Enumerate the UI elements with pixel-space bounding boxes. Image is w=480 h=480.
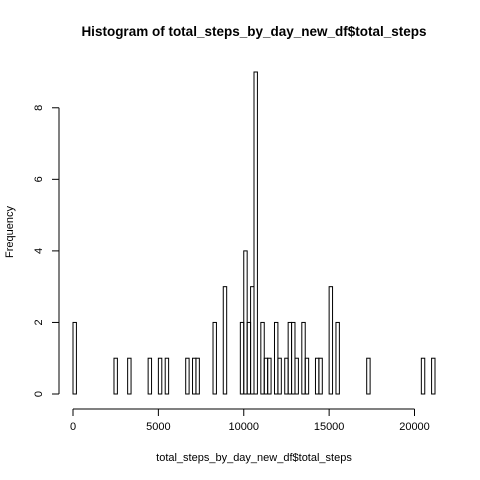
histogram-bar <box>192 357 197 395</box>
y-tick-label: 8 <box>33 105 45 111</box>
x-tick-label: 20000 <box>399 421 430 433</box>
histogram-bar <box>222 286 228 395</box>
histogram-bar <box>304 357 310 395</box>
x-tick-label: 10000 <box>228 421 259 433</box>
histogram-bar <box>185 357 190 395</box>
histogram-bar <box>366 357 371 395</box>
histogram-bar <box>127 357 132 395</box>
histogram-bar <box>246 321 252 395</box>
histogram-bar <box>239 321 245 395</box>
histogram-bar <box>431 357 436 395</box>
histogram-bar <box>301 321 306 395</box>
chart-title: Histogram of total_steps_by_day_new_df$t… <box>81 24 426 39</box>
histogram-bar <box>420 357 426 395</box>
histogram-bar <box>314 357 320 395</box>
histogram-bar <box>287 321 293 395</box>
y-tick-label: 2 <box>33 319 45 325</box>
histogram-bar <box>260 321 265 395</box>
histogram-bar <box>72 321 77 395</box>
histogram-bar <box>212 321 217 395</box>
histogram-bar <box>250 286 255 395</box>
histogram-bar <box>335 321 340 395</box>
y-tick-label: 6 <box>33 176 45 182</box>
histogram-bar <box>328 286 334 395</box>
x-tick-label: 0 <box>70 421 76 433</box>
y-tick-label: 0 <box>33 391 45 397</box>
histogram-bar <box>267 357 272 395</box>
histogram-bar <box>273 321 279 395</box>
histogram-bar <box>164 357 170 395</box>
bars-group <box>72 71 436 395</box>
histogram-bar <box>113 357 118 395</box>
histogram-bar <box>284 357 289 395</box>
histogram-bar <box>147 357 153 395</box>
x-axis-label: total_steps_by_day_new_df$total_steps <box>156 452 352 464</box>
histogram-bar <box>277 357 282 395</box>
x-axis: 0 5000 10000 15000 20000 <box>70 408 430 433</box>
histogram-bar <box>253 71 258 395</box>
histogram-bar <box>243 250 248 395</box>
y-axis-label: Frequency <box>4 206 16 258</box>
y-tick-label: 4 <box>33 248 45 254</box>
histogram-bar <box>294 357 299 395</box>
x-tick-label: 15000 <box>314 421 345 433</box>
x-tick-label: 5000 <box>146 421 170 433</box>
histogram-bar <box>291 321 296 395</box>
histogram-bar <box>195 357 200 395</box>
histogram-bar <box>157 357 163 395</box>
histogram-bar <box>263 357 269 395</box>
histogram-bar <box>318 357 323 395</box>
y-axis: 0 2 4 6 8 <box>33 105 60 397</box>
